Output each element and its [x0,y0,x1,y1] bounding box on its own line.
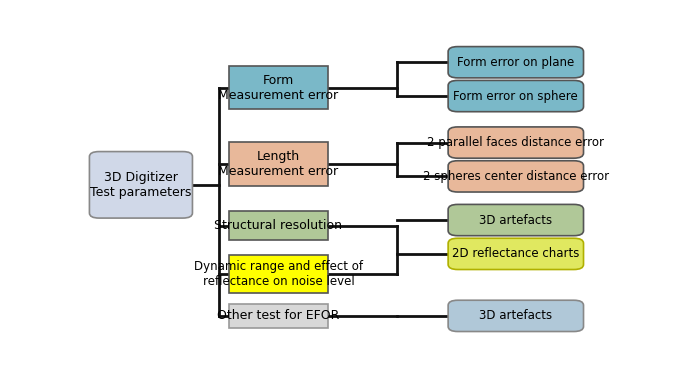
Text: Other test for EFOR: Other test for EFOR [217,309,340,322]
Text: Structural resolution: Structural resolution [214,219,342,232]
FancyBboxPatch shape [448,205,583,236]
Text: Form
Measurement error: Form Measurement error [219,74,338,102]
Text: 2 spheres center distance error: 2 spheres center distance error [422,170,609,183]
FancyBboxPatch shape [448,46,583,78]
Text: Form error on plane: Form error on plane [457,56,574,69]
FancyBboxPatch shape [89,152,193,218]
FancyBboxPatch shape [448,81,583,112]
FancyBboxPatch shape [228,304,329,328]
Text: Form error on sphere: Form error on sphere [454,90,578,102]
Text: 3D artefacts: 3D artefacts [480,309,553,322]
FancyBboxPatch shape [448,238,583,269]
FancyBboxPatch shape [228,211,329,240]
FancyBboxPatch shape [228,142,329,186]
FancyBboxPatch shape [228,66,329,109]
FancyBboxPatch shape [228,255,329,293]
Text: Dynamic range and effect of
reflectance on noise level: Dynamic range and effect of reflectance … [194,259,363,288]
Text: 2D reflectance charts: 2D reflectance charts [452,247,580,260]
Text: 3D Digitizer
Test parameters: 3D Digitizer Test parameters [90,171,191,199]
Text: 2 parallel faces distance error: 2 parallel faces distance error [427,136,604,149]
FancyBboxPatch shape [448,127,583,158]
FancyBboxPatch shape [448,300,583,332]
Text: 3D artefacts: 3D artefacts [480,213,553,227]
FancyBboxPatch shape [448,161,583,192]
Text: Length
Measurement error: Length Measurement error [219,150,338,178]
